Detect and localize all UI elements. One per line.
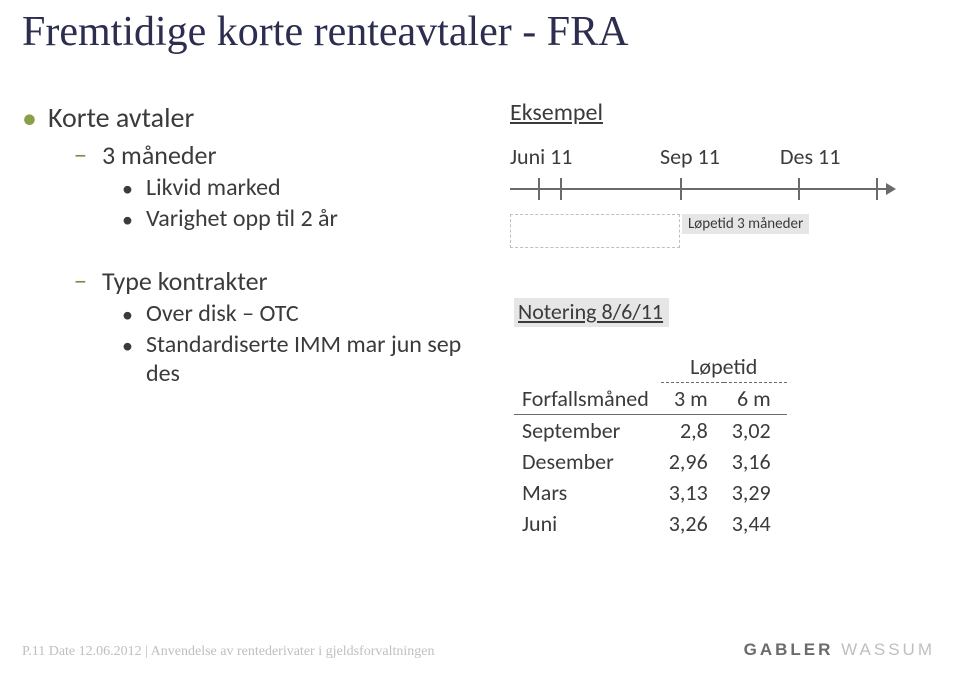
cell-value: 2,96: [661, 446, 724, 477]
cell-value: 3,29: [724, 477, 787, 508]
slide-title: Fremtidige korte renteavtaler - FRA: [22, 8, 628, 56]
table-row: Juni3,263,44: [514, 508, 787, 539]
table-row: Mars3,133,29: [514, 477, 787, 508]
bullet-text: Korte avtaler: [48, 100, 194, 135]
axis-tick: [876, 178, 878, 200]
row-label: September: [514, 415, 661, 447]
col-header: 6 m: [724, 383, 787, 415]
example-block: Eksempel Juni 11 Sep 11 Des 11 Løpetid 3…: [510, 98, 930, 212]
dotted-range-box: [510, 214, 680, 248]
table-row: Desember2,963,16: [514, 446, 787, 477]
table-header-lopetid: Løpetid: [514, 351, 787, 383]
notering-label: Notering 8/6/11: [514, 298, 669, 327]
brand-part-1: GABLER: [744, 640, 834, 659]
example-heading: Eksempel: [510, 98, 930, 127]
cell-value: 3,02: [724, 415, 787, 447]
cell-value: 3,13: [661, 477, 724, 508]
axis-tick: [680, 178, 682, 200]
col-header: Forfallsmåned: [514, 383, 661, 415]
axis-line: [510, 188, 890, 190]
lopetid-header: Løpetid: [661, 351, 787, 383]
dash-item: 3 måneder Likvid marked Varighet opp til…: [74, 139, 462, 233]
axis-tick: [798, 178, 800, 200]
dash-item: Type kontrakter Over disk – OTC Standard…: [74, 265, 462, 388]
axis-arrow-icon: [886, 183, 896, 195]
cell-value: 3,16: [724, 446, 787, 477]
dash-text: 3 måneder: [102, 139, 217, 171]
cell-value: 3,44: [724, 508, 787, 539]
row-label: Juni: [514, 508, 661, 539]
timeline-diagram: Løpetid 3 måneder: [510, 176, 900, 212]
footer-left: P.11 Date 12.06.2012 | Anvendelse av ren…: [22, 644, 434, 660]
timeline-labels: Juni 11 Sep 11 Des 11: [510, 143, 930, 170]
row-label: Mars: [514, 477, 661, 508]
lopetid-label: Løpetid 3 måneder: [682, 214, 809, 234]
bullet-level1: Korte avtaler 3 måneder Likvid marked Va…: [22, 100, 462, 388]
cell-value: 2,8: [661, 415, 724, 447]
table-row: September2,83,02: [514, 415, 787, 447]
brand-part-2: WASSUM: [841, 640, 935, 659]
timeline-label: Sep 11: [660, 143, 780, 170]
dash-text: Type kontrakter: [102, 265, 268, 297]
axis-tick: [560, 178, 562, 200]
table-column-headers: Forfallsmåned 3 m 6 m: [514, 383, 787, 415]
dot2-item: Likvid marked: [122, 173, 462, 202]
bullet-content: Korte avtaler 3 måneder Likvid marked Va…: [22, 100, 462, 394]
row-label: Desember: [514, 446, 661, 477]
timeline-label: Des 11: [780, 143, 840, 170]
axis-tick: [538, 178, 540, 200]
timeline-label: Juni 11: [510, 143, 660, 170]
quote-table-block: Notering 8/6/11 Løpetid Forfallsmåned 3 …: [514, 298, 904, 539]
dot2-item: Varighet opp til 2 år: [122, 204, 462, 233]
dot2-item: Standardiserte IMM mar jun sep des: [122, 330, 462, 388]
cell-value: 3,26: [661, 508, 724, 539]
dot2-item: Over disk – OTC: [122, 299, 462, 328]
quote-table: Løpetid Forfallsmåned 3 m 6 m September2…: [514, 351, 787, 539]
col-header: 3 m: [661, 383, 724, 415]
footer-brand: GABLER WASSUM: [744, 640, 935, 660]
